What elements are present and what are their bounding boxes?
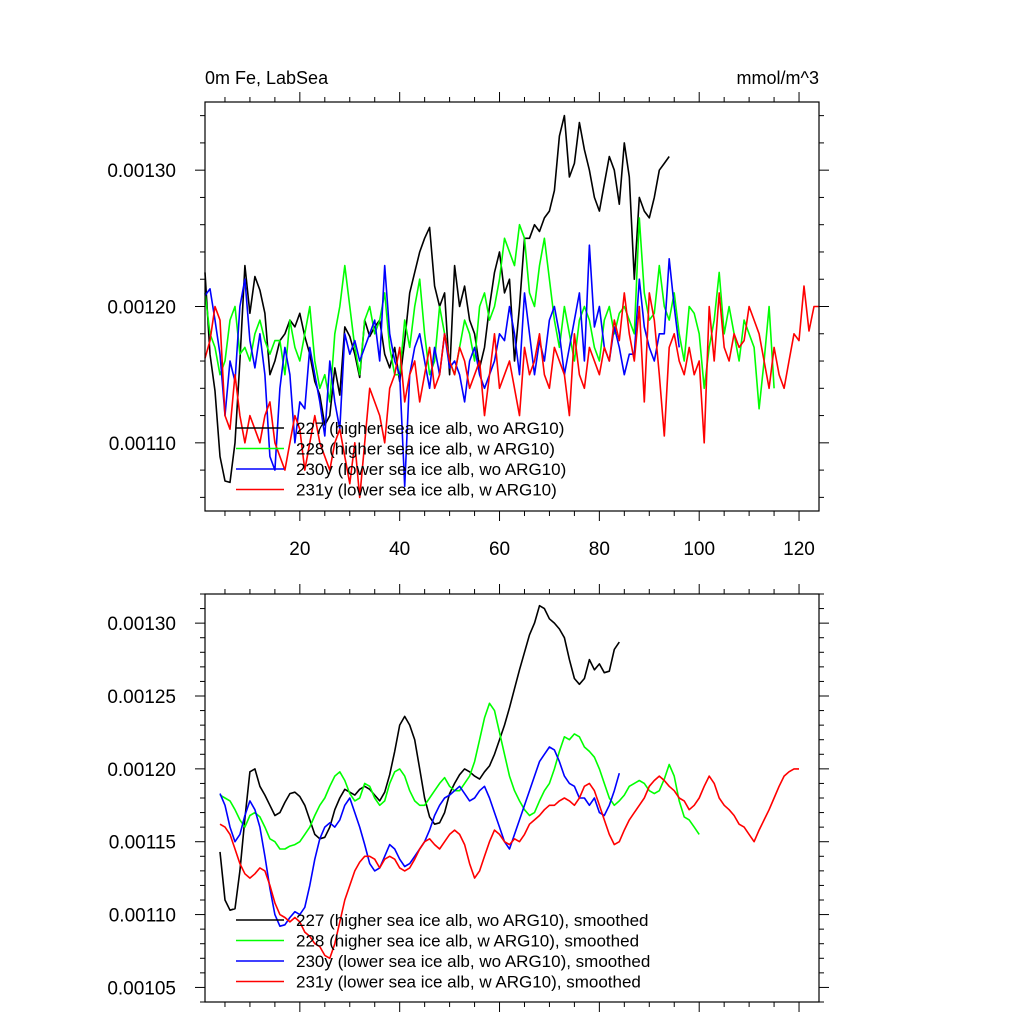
y-tick-label: 0.00130 (107, 614, 176, 635)
x-tick-label: 40 (389, 539, 410, 560)
chart-title-right: mmol/m^3 (737, 68, 819, 88)
x-tick-label: 20 (289, 539, 310, 560)
legend-label-3: 231y (lower sea ice alb, w ARG10) (296, 481, 557, 500)
y-tick-label: 0.00110 (109, 434, 176, 455)
y-tick-label: 0.00120 (107, 298, 176, 319)
x-tick-label: 100 (683, 539, 715, 560)
top-panel-raw: 0m Fe, LabSea mmol/m^3 20 40 60 80 100 120 0.001… (107, 68, 829, 560)
legend-label-1: 228 (higher sea ice alb, w ARG10), smoot… (296, 932, 639, 951)
chart-title-left: 0m Fe, LabSea (205, 68, 329, 88)
y-tick-label: 0.00115 (109, 833, 176, 854)
y-tick-label: 0.00105 (107, 978, 176, 999)
legend-label-1: 228 (higher sea ice alb, w ARG10) (296, 440, 555, 459)
y-tick-label: 0.00120 (107, 760, 176, 781)
y-tick-label: 0.00130 (107, 161, 176, 182)
series-line-1 (204, 217, 775, 410)
series-line-0 (219, 604, 620, 912)
series-line-1 (219, 702, 700, 850)
legend-label-3: 231y (lower sea ice alb, w ARG10), smoot… (296, 973, 641, 992)
x-tick-label: 80 (589, 539, 610, 560)
legend-label-0: 227 (higher sea ice alb, wo ARG10), smoo… (296, 911, 648, 930)
y-tick-label: 0.00125 (107, 687, 176, 708)
series-line-3 (204, 285, 819, 499)
x-tick-label: 60 (489, 539, 510, 560)
x-tick-label: 120 (783, 539, 815, 560)
series-line-3 (219, 768, 799, 960)
legend-label-0: 227 (higher sea ice alb, wo ARG10) (296, 419, 564, 438)
bottom-panel-smoothed: 0.00105 0.00110 0.00115 0.00120 0.00125 0.001… (107, 584, 829, 1012)
y-tick-label: 0.00110 (109, 906, 176, 927)
series-line-0 (204, 114, 670, 484)
legend-label-2: 230y (lower sea ice alb, wo ARG10) (296, 460, 566, 479)
legend-label-2: 230y (lower sea ice alb, wo ARG10), smoo… (296, 952, 650, 971)
